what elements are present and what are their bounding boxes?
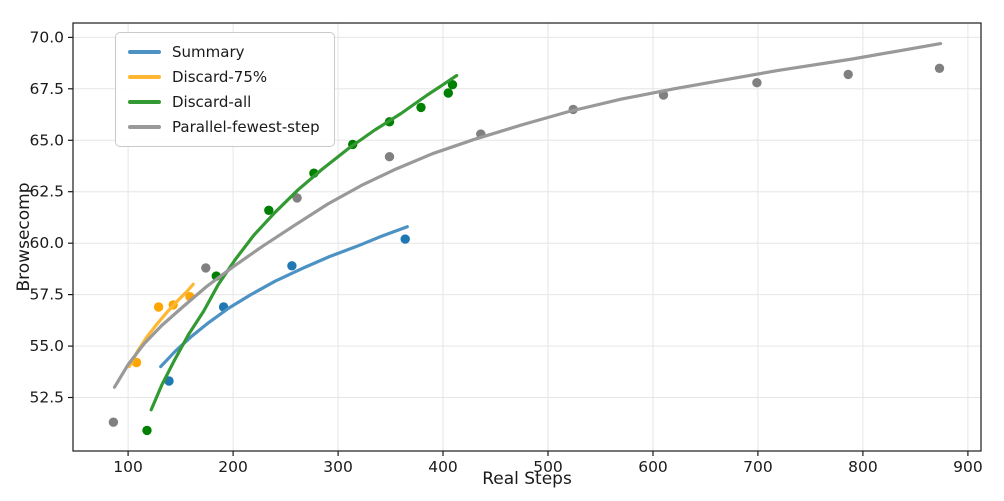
x-tick-label: 700 (743, 458, 773, 476)
legend-swatch-parallel-fewest-step (128, 125, 161, 129)
y-tick-label: 52.5 (29, 389, 64, 407)
fit-curve-discard-all (149, 73, 459, 412)
y-tick-label: 60.0 (29, 234, 64, 252)
legend-item-parallel-fewest-step: Parallel-fewest-step (128, 117, 320, 137)
x-tick-label: 100 (113, 458, 143, 476)
y-tick-label: 70.0 (29, 28, 64, 46)
point-parallel-fewest-step (752, 78, 762, 88)
y-axis-label: Browsecomp (14, 182, 34, 292)
legend-item-discard-75: Discard-75% (128, 67, 320, 87)
point-parallel-fewest-step (843, 69, 853, 80)
point-parallel-fewest-step (201, 263, 211, 273)
point-parallel-fewest-step (934, 63, 945, 73)
fit-curve-parallel-fewest-step (112, 42, 943, 389)
x-tick-label: 400 (428, 458, 458, 476)
x-tick-label: 800 (848, 458, 878, 476)
point-parallel-fewest-step (108, 417, 119, 427)
y-tick-label: 62.5 (29, 183, 64, 201)
point-discard-all (416, 102, 426, 113)
plot-border (72, 22, 982, 452)
point-discard-all (447, 80, 458, 90)
point-parallel-fewest-step (292, 193, 302, 203)
y-tick-label: 67.5 (29, 80, 64, 98)
legend: Summary Discard-75% Discard-all Parallel-fe… (115, 32, 335, 147)
legend-label-parallel-fewest-step: Parallel-fewest-step (172, 118, 320, 136)
x-tick-label: 200 (218, 458, 248, 476)
y-tick-label: 57.5 (29, 286, 64, 304)
y-tick-label: 65.0 (29, 131, 64, 149)
x-tick-label: 500 (533, 458, 563, 476)
legend-swatch-discard-75 (128, 75, 161, 79)
legend-label-discard-75: Discard-75% (172, 68, 268, 86)
legend-label-summary: Summary (172, 43, 245, 61)
x-axis-label: Real Steps (482, 469, 572, 489)
legend-item-discard-all: Discard-all (128, 92, 320, 112)
point-summary (287, 261, 297, 271)
legend-swatch-discard-all (128, 100, 161, 104)
point-discard-75 (153, 302, 164, 312)
point-discard-all (443, 88, 453, 98)
x-tick-label: 300 (323, 458, 353, 476)
fit-curve-summary (159, 225, 409, 369)
legend-swatch-summary (128, 50, 161, 54)
x-tick-label: 600 (638, 458, 668, 476)
point-discard-all (142, 425, 152, 436)
point-parallel-fewest-step (384, 152, 395, 162)
legend-label-discard-all: Discard-all (172, 93, 252, 111)
point-discard-all (264, 205, 274, 215)
y-tick-label: 55.0 (29, 337, 64, 355)
x-tick-label: 900 (953, 458, 983, 476)
point-summary (400, 234, 410, 244)
legend-item-summary: Summary (128, 42, 320, 62)
